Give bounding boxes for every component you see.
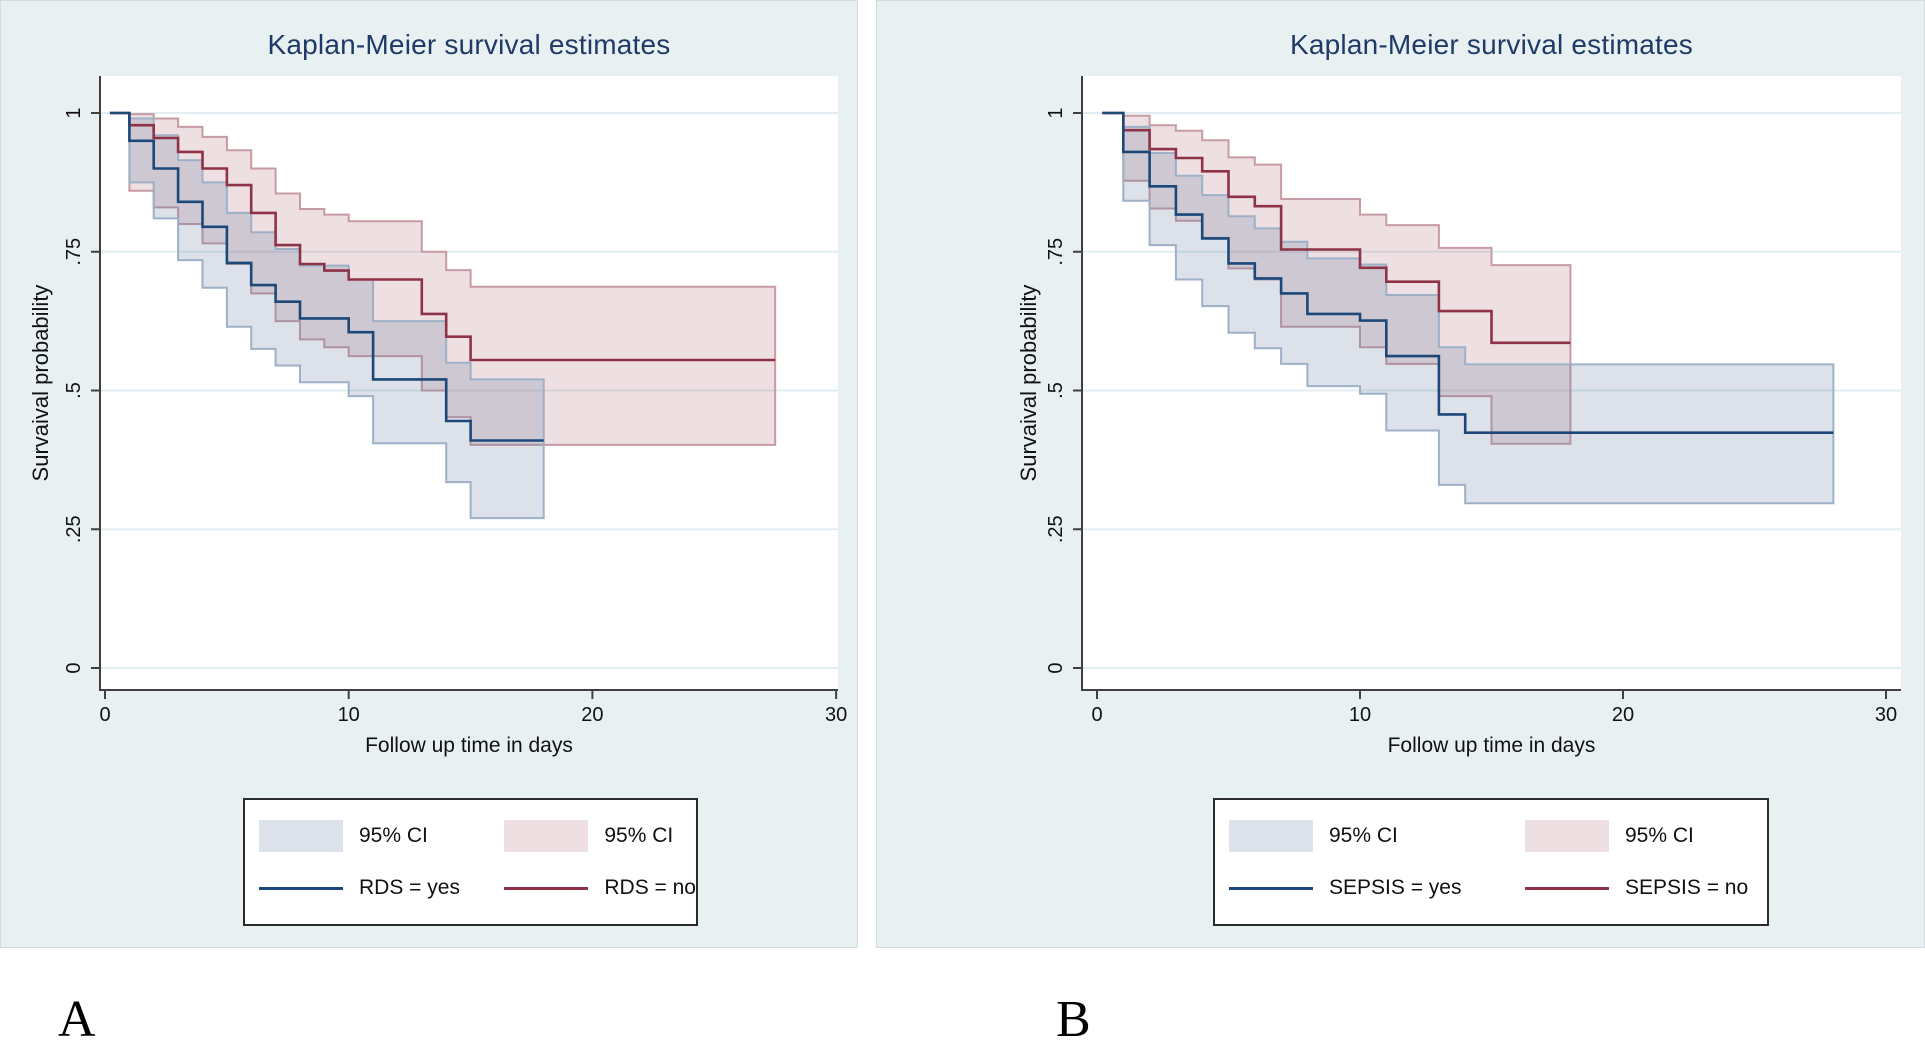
legend-label: SEPSIS = yes bbox=[1329, 876, 1462, 899]
axes bbox=[1081, 76, 1901, 691]
figure-label-a: A bbox=[58, 991, 96, 1048]
legend-item-line-yes: RDS = yes bbox=[259, 872, 470, 904]
navy-line-swatch bbox=[259, 886, 343, 890]
km-plot-svg-b: 1 .75 .5 .25 0 0 10 20 30 bbox=[1045, 76, 1901, 726]
x-tick-label: 30 bbox=[1875, 704, 1897, 726]
legend-item-ci-no: 95% CI bbox=[1525, 820, 1767, 852]
x-tick-label: 0 bbox=[99, 704, 110, 726]
legend-item-line-no: SEPSIS = no bbox=[1525, 872, 1767, 904]
legend-column-no: 95% CI SEPSIS = no bbox=[1491, 820, 1767, 904]
x-tick-label: 30 bbox=[825, 704, 847, 726]
y-tick-label: 0 bbox=[1045, 662, 1067, 673]
km-curve-no bbox=[1102, 111, 1571, 345]
km-curve-yes bbox=[109, 111, 544, 442]
plot-area bbox=[1082, 76, 1901, 690]
legend-label: RDS = no bbox=[604, 876, 696, 899]
legend-label: 95% CI bbox=[1625, 824, 1694, 847]
blue-ci-swatch bbox=[259, 820, 343, 852]
legend-column-no: 95% CI RDS = no bbox=[470, 820, 696, 904]
legend-label: SEPSIS = no bbox=[1625, 876, 1749, 899]
y-tick-label: .75 bbox=[63, 238, 85, 266]
legend-box: 95% CI RDS = yes 95% CI RDS = no bbox=[243, 798, 698, 926]
x-tick-label: 10 bbox=[338, 704, 360, 726]
legend-label: 95% CI bbox=[359, 824, 428, 847]
navy-line-swatch bbox=[1229, 886, 1313, 890]
x-axis-label: Follow up time in days bbox=[365, 734, 573, 757]
km-panel-a: Kaplan-Meier survival estimates Survaiva… bbox=[0, 0, 858, 948]
legend-item-ci-yes: 95% CI bbox=[259, 820, 470, 852]
y-tick-label: .25 bbox=[63, 515, 85, 543]
x-tick-label: 20 bbox=[1612, 704, 1634, 726]
ci-band-yes bbox=[1122, 125, 1835, 505]
y-tick-label: 1 bbox=[63, 107, 85, 118]
legend-item-ci-yes: 95% CI bbox=[1229, 820, 1491, 852]
x-tick-label: 0 bbox=[1091, 704, 1102, 726]
y-tick-label: .25 bbox=[1045, 515, 1067, 543]
chart-title: Kaplan-Meier survival estimates bbox=[1289, 29, 1693, 60]
x-axis-label: Follow up time in days bbox=[1387, 734, 1596, 757]
km-curve-yes bbox=[1102, 111, 1834, 434]
y-tick-label: 1 bbox=[1045, 107, 1067, 118]
y-tick-label: .75 bbox=[1045, 238, 1067, 266]
maroon-line-swatch bbox=[504, 886, 589, 890]
x-tick-label: 20 bbox=[581, 704, 603, 726]
km-plot-svg-a: 1 .75 .5 .25 0 0 10 20 30 bbox=[63, 76, 847, 726]
legend-item-line-no: RDS = no bbox=[504, 872, 696, 904]
legend-box: 95% CI SEPSIS = yes 95% CI SEPSIS = no bbox=[1213, 798, 1769, 926]
legend-item-ci-no: 95% CI bbox=[504, 820, 696, 852]
x-tick-label: 10 bbox=[1349, 704, 1371, 726]
blue-ci-swatch bbox=[1229, 820, 1313, 852]
chart-title: Kaplan-Meier survival estimates bbox=[267, 29, 671, 60]
legend-column-yes: 95% CI SEPSIS = yes bbox=[1215, 820, 1491, 904]
legend-label: RDS = yes bbox=[359, 876, 460, 899]
maroon-line-swatch bbox=[1525, 886, 1609, 890]
legend-column-yes: 95% CI RDS = yes bbox=[245, 820, 470, 904]
km-curve-no bbox=[109, 111, 776, 362]
plot-area bbox=[100, 76, 838, 690]
y-tick-label: .5 bbox=[63, 382, 85, 399]
legend-label: 95% CI bbox=[604, 824, 674, 847]
y-tick-label: .5 bbox=[1045, 382, 1067, 399]
legend-label: 95% CI bbox=[1329, 824, 1398, 847]
km-panel-b: Kaplan-Meier survival estimates Survaiva… bbox=[876, 0, 1925, 948]
pink-ci-swatch bbox=[1525, 820, 1609, 852]
figure-label-b: B bbox=[1056, 991, 1091, 1048]
pink-ci-swatch bbox=[504, 820, 589, 852]
y-tick-label: 0 bbox=[63, 662, 85, 673]
legend-item-line-yes: SEPSIS = yes bbox=[1229, 872, 1491, 904]
